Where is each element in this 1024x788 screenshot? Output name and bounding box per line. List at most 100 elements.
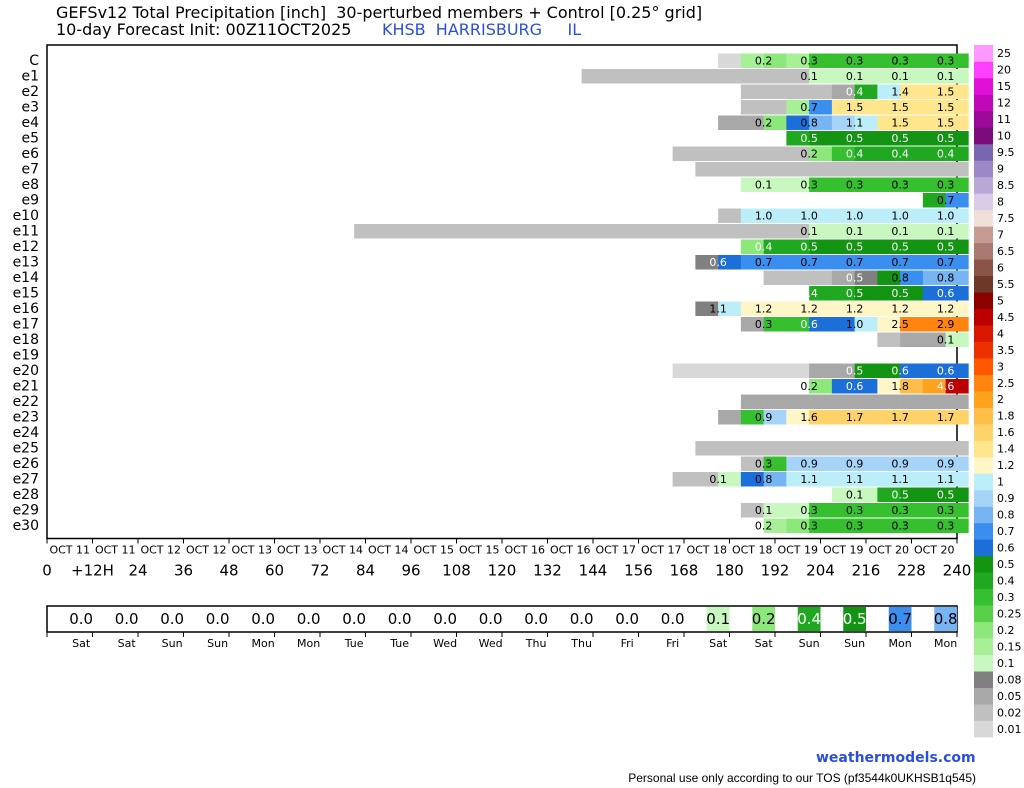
- colorbar-swatch: [974, 654, 993, 672]
- member-cell: [763, 115, 787, 130]
- member-cell: [945, 224, 969, 239]
- member-cell: [877, 301, 901, 316]
- member-cell: [900, 301, 924, 316]
- cell-value: 0.5: [937, 489, 955, 502]
- colorbar-label: 0.6: [997, 542, 1015, 555]
- colorbar-label: 0.01: [997, 723, 1022, 736]
- day-label: Wed: [479, 637, 503, 650]
- member-cell: [831, 239, 855, 254]
- member-cell: [786, 270, 810, 285]
- colorbar-swatch: [974, 456, 993, 474]
- colorbar-label: 0.9: [997, 492, 1015, 505]
- member-cell: [877, 379, 901, 394]
- member-cell: [877, 518, 901, 533]
- member-cell: [877, 410, 901, 425]
- member-cell: [877, 487, 901, 502]
- cell-value: 0.1: [846, 70, 864, 83]
- colorbar-label: 0.4: [997, 574, 1015, 587]
- member-cell: [922, 317, 946, 332]
- member-cell: [740, 472, 764, 487]
- member-cell: [809, 100, 833, 115]
- member-cell: [831, 286, 855, 301]
- member-cell: [945, 177, 969, 192]
- cell-value: 1.5: [846, 101, 864, 114]
- date-label: OCT 17: [595, 544, 636, 557]
- day-label: Mon: [252, 637, 275, 650]
- date-label: OCT 16: [504, 544, 545, 557]
- member-cell: [854, 270, 878, 285]
- member-cell: [900, 286, 924, 301]
- member-cell: [900, 146, 924, 161]
- cell-value: 1.0: [846, 210, 864, 223]
- hour-tick-label: 24: [128, 562, 147, 580]
- date-label: OCT 14: [368, 544, 409, 557]
- member-cell: [809, 162, 833, 177]
- mean-value: 0.0: [342, 610, 366, 628]
- cell-value: 0.1: [755, 179, 773, 192]
- date-label: OCT 17: [641, 544, 682, 557]
- member-cell: [718, 410, 742, 425]
- member-cell: [786, 503, 810, 518]
- mean-value: 0.5: [843, 610, 867, 628]
- member-cell: [718, 363, 742, 378]
- colorbar-swatch: [974, 391, 993, 408]
- cell-value: 0.5: [846, 287, 864, 300]
- cell-value: 0.9: [800, 458, 818, 471]
- date-label: OCT 13: [231, 544, 272, 557]
- cell-value: 1.1: [846, 473, 864, 486]
- member-cell: [809, 224, 833, 239]
- member-cell: [922, 379, 946, 394]
- day-label: Thu: [525, 637, 547, 650]
- member-cell: [740, 239, 764, 254]
- member-cell: [922, 332, 946, 347]
- colorbar-label: 0.3: [997, 591, 1015, 604]
- station-name: KHSB HARRISBURG: [381, 20, 543, 39]
- mean-value: 0.0: [388, 610, 412, 628]
- cell-value: 0.7: [800, 101, 818, 114]
- member-label: e29: [13, 503, 39, 519]
- site-brand[interactable]: weathermodels.com: [816, 750, 976, 766]
- cell-value: 1.1: [891, 473, 909, 486]
- member-cell: [809, 239, 833, 254]
- colorbar-swatch: [974, 94, 993, 112]
- member-cell: [740, 146, 764, 161]
- cell-value: 1.2: [755, 303, 773, 316]
- member-cell: [740, 224, 764, 239]
- member-cell: [786, 518, 810, 533]
- member-cell: [877, 208, 901, 223]
- member-cell: [740, 363, 764, 378]
- cell-value: 0.9: [755, 411, 773, 424]
- member-cell: [354, 224, 378, 239]
- colorbar-swatch: [974, 720, 993, 738]
- member-cell: [945, 115, 969, 130]
- member-cell: [922, 472, 946, 487]
- member-cell: [854, 410, 878, 425]
- cell-value: 0.5: [937, 241, 955, 254]
- date-label: OCT 15: [459, 544, 500, 557]
- mean-value: 0.0: [433, 610, 457, 628]
- member-cell: [945, 332, 969, 347]
- cell-value: 1.1: [846, 117, 864, 130]
- member-cell: [831, 162, 855, 177]
- member-label: e15: [13, 286, 39, 302]
- cell-value: 1.5: [937, 117, 955, 130]
- chart-title: GEFSv12 Total Precipitation [inch] 30-pe…: [56, 3, 703, 22]
- mean-value: 0.8: [934, 610, 958, 628]
- member-cell: [809, 317, 833, 332]
- member-cell: [831, 84, 855, 99]
- cell-value: 0.5: [891, 132, 909, 145]
- date-label: OCT 18: [732, 544, 773, 557]
- cell-value: 0.4: [846, 86, 864, 99]
- mean-value: 0.0: [524, 610, 548, 628]
- member-cell: [922, 224, 946, 239]
- cell-value: 1.1: [937, 473, 955, 486]
- cell-value: 0.7: [937, 256, 955, 269]
- member-cell: [763, 177, 787, 192]
- member-cell: [786, 100, 810, 115]
- member-cell: [900, 379, 924, 394]
- member-cell: [740, 162, 764, 177]
- member-label: e27: [13, 472, 39, 488]
- member-label: e11: [13, 224, 39, 240]
- cell-value: 0.5: [800, 241, 818, 254]
